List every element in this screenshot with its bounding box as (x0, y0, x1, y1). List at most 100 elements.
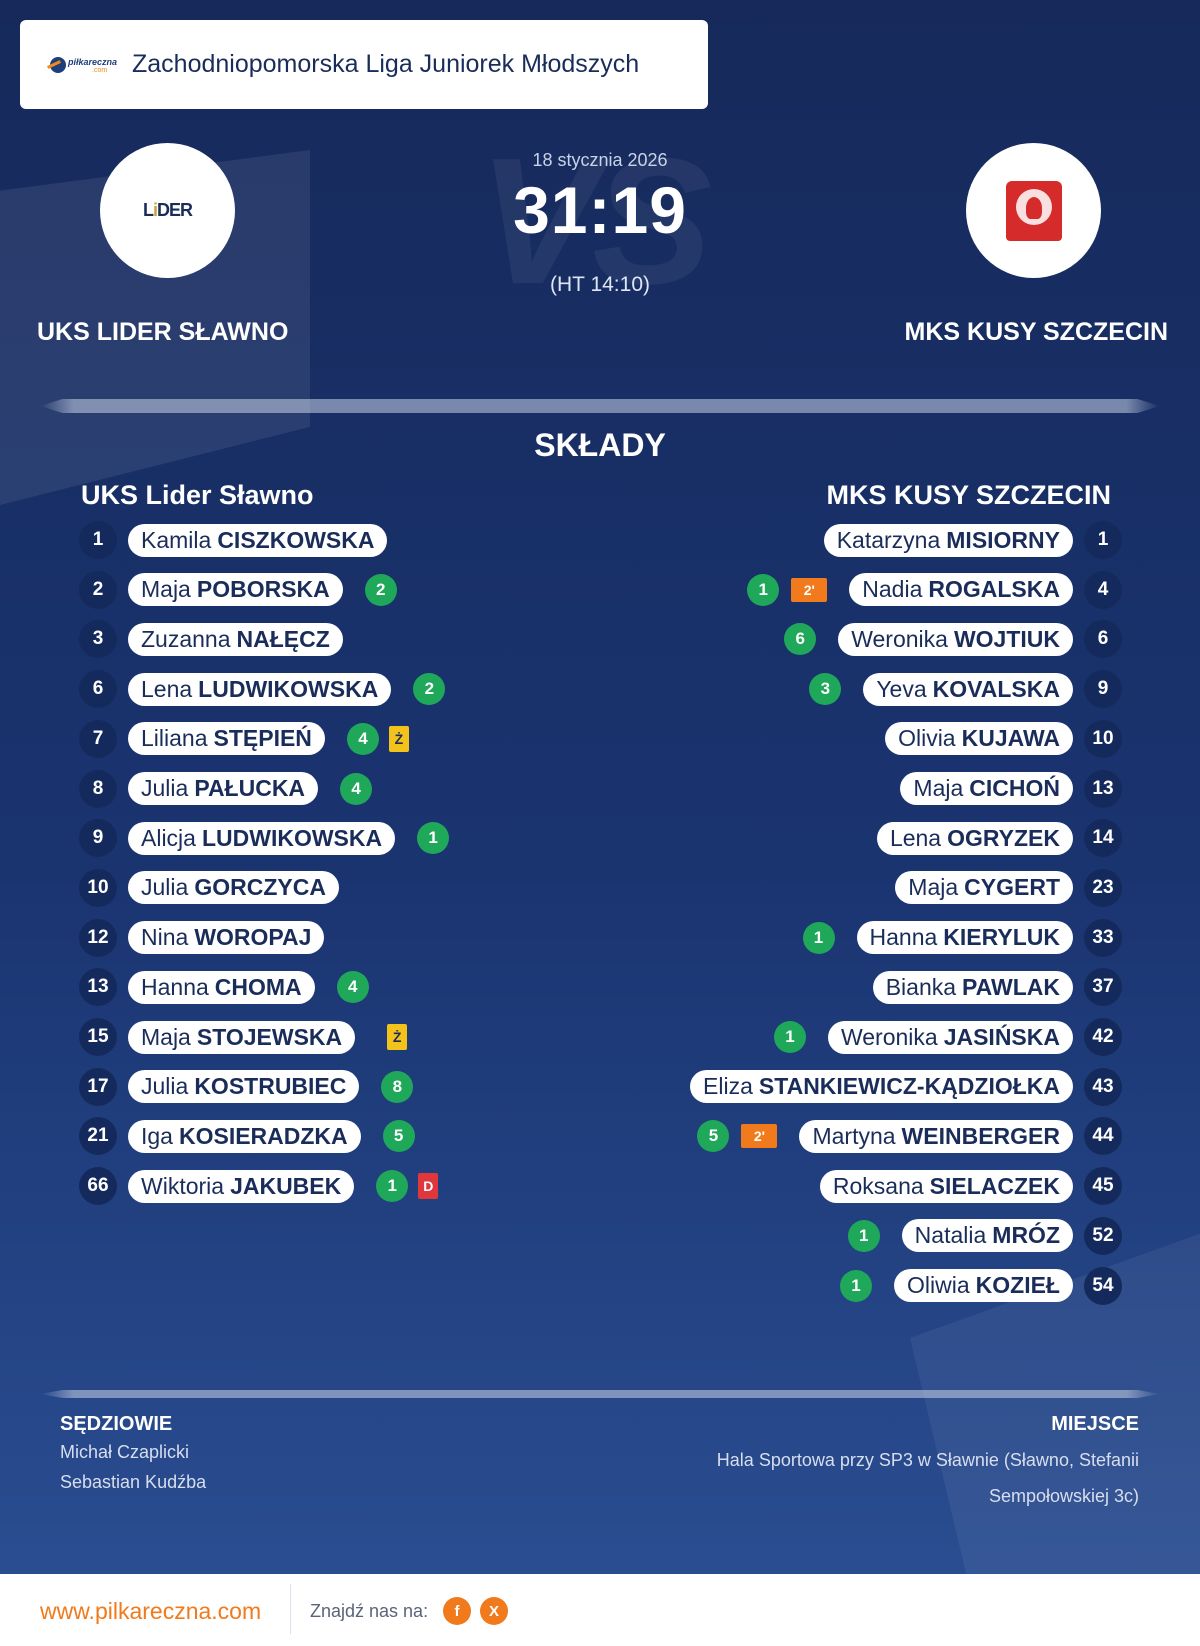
player-last-name: PAŁUCKA (194, 775, 306, 801)
player-row[interactable]: 13 Hanna CHOMA 4 (79, 968, 369, 1007)
player-stats: 6 (784, 623, 817, 656)
player-name: Martyna WEINBERGER (799, 1119, 1073, 1153)
player-row[interactable]: 52 Natalia MRÓZ 1 (847, 1216, 1122, 1255)
player-row[interactable]: 1 Kamila CISZKOWSKA (79, 521, 409, 559)
player-row[interactable]: 23 Maja CYGERT (873, 868, 1122, 907)
player-name: Kamila CISZKOWSKA (128, 523, 388, 557)
player-row[interactable]: 66 Wiktoria JAKUBEK 1 D (79, 1167, 439, 1206)
player-name: Weronika JASIŃSKA (827, 1020, 1073, 1054)
home-lineup-title: UKS Lider Sławno (81, 480, 314, 510)
player-name: Katarzyna MISIORNY (823, 523, 1073, 557)
player-name: Maja CYGERT (895, 871, 1073, 905)
player-last-name: STANKIEWICZ-KĄDZIOŁKA (758, 1073, 1060, 1100)
player-number: 10 (1084, 719, 1122, 758)
player-number: 8 (79, 769, 117, 808)
match-report: VS piłkareczna .com Zachodniopomorska Li… (0, 0, 1200, 1574)
player-number: 3 (79, 620, 117, 659)
player-row[interactable]: 45 Roksana SIELACZEK (798, 1167, 1122, 1206)
pilkareczna-logo[interactable]: piłkareczna .com (48, 50, 120, 80)
player-last-name: KOSTRUBIEC (194, 1073, 347, 1100)
goals-badge: 3 (809, 673, 842, 706)
player-row[interactable]: 10 Julia GORCZYCA (79, 868, 361, 907)
facebook-icon[interactable]: f (443, 1597, 471, 1625)
player-number: 14 (1084, 819, 1122, 858)
player-stats: 1 (773, 1021, 806, 1053)
player-row[interactable]: 6 Lena LUDWIKOWSKA 2 (79, 670, 446, 709)
ball-icon (50, 56, 66, 73)
player-last-name: OGRYZEK (947, 824, 1060, 851)
player-last-name: ROGALSKA (928, 576, 1060, 603)
player-last-name: KOVALSKA (932, 675, 1060, 702)
player-row[interactable]: 8 Julia PAŁUCKA 4 (79, 769, 373, 808)
player-number: 7 (79, 719, 117, 758)
player-row[interactable]: 6 Weronika WOJTIUK 6 (784, 620, 1122, 659)
player-row[interactable]: 7 Liliana STĘPIEŃ 4 Ż (79, 719, 409, 758)
player-first-name: Martyna (812, 1122, 896, 1149)
goals-badge: 5 (382, 1120, 415, 1153)
player-row[interactable]: 12 Nina WOROPAJ (79, 918, 346, 957)
player-first-name: Oliwia (907, 1272, 970, 1298)
player-stats: 2 (413, 673, 446, 706)
player-stats: 1 (847, 1219, 880, 1252)
player-row[interactable]: 2 Maja POBORSKA 2 (79, 570, 397, 609)
player-first-name: Weronika (840, 1023, 938, 1050)
player-row[interactable]: 54 Oliwia KOZIEŁ 1 (840, 1266, 1122, 1305)
player-row[interactable]: 21 Iga KOSIERADZKA 5 (79, 1117, 415, 1156)
player-name: Zuzanna NAŁĘCZ (128, 622, 343, 656)
player-name: Julia KOSTRUBIEC (128, 1070, 360, 1104)
player-stats: 2 (364, 573, 397, 606)
player-row[interactable]: 43 Eliza STANKIEWICZ-KĄDZIOŁKA (668, 1067, 1122, 1106)
footer-separator (290, 1584, 291, 1634)
find-us-label: Znajdź nas na: (310, 1601, 429, 1621)
venue-text: Hala Sportowa przy SP3 w Sławnie (Sławno… (716, 1450, 1139, 1506)
player-number: 13 (79, 968, 117, 1007)
player-row[interactable]: 17 Julia KOSTRUBIEC 8 (79, 1067, 414, 1106)
player-row[interactable]: 37 Bianka PAWLAK (851, 968, 1122, 1007)
player-row[interactable]: 3 Zuzanna NAŁĘCZ (79, 620, 365, 659)
league-name: Zachodniopomorska Liga Juniorek Młodszyc… (132, 50, 640, 78)
player-last-name: LUDWIKOWSKA (198, 675, 379, 702)
player-row[interactable]: 44 Martyna WEINBERGER 5 2' (697, 1117, 1122, 1156)
player-number: 4 (1084, 570, 1122, 609)
player-row[interactable]: 15 Maja STOJEWSKA Ż (79, 1018, 408, 1056)
player-name: Natalia MRÓZ (901, 1219, 1073, 1253)
away-lineup-title: MKS KUSY SZCZECIN (826, 480, 1111, 510)
goals-badge: 2 (364, 573, 397, 606)
x-icon[interactable]: X (480, 1597, 508, 1625)
player-first-name: Hanna (141, 973, 209, 1000)
player-last-name: KUJAWA (961, 725, 1060, 752)
player-name: Liliana STĘPIEŃ (128, 722, 325, 756)
player-stats: 5 2' (697, 1120, 778, 1153)
player-row[interactable]: 9 Alicja LUDWIKOWSKA 1 (79, 819, 450, 858)
player-name: Maja STOJEWSKA (128, 1020, 356, 1054)
player-row[interactable]: 33 Hanna KIERYLUK 1 (802, 918, 1122, 957)
referee-name: Sebastian Kudźba (60, 1472, 207, 1492)
goals-badge: 4 (346, 722, 379, 755)
player-first-name: Olivia (898, 725, 956, 752)
player-stats: 4 (336, 971, 369, 1004)
yellow-card-icon: Ż (387, 1024, 408, 1050)
player-name: Weronika WOJTIUK (838, 622, 1073, 656)
site-link[interactable]: www.pilkareczna.com (40, 1598, 262, 1624)
player-first-name: Liliana (141, 725, 208, 752)
player-last-name: MISIORNY (946, 526, 1060, 553)
red-card-icon: D (418, 1173, 439, 1200)
player-row[interactable]: 14 Lena OGRYZEK (855, 819, 1122, 858)
player-row[interactable]: 4 Nadia ROGALSKA 1 2' (747, 570, 1122, 609)
player-number: 6 (1084, 620, 1122, 659)
player-first-name: Julia (141, 1073, 189, 1100)
player-row[interactable]: 10 Olivia KUJAWA (863, 719, 1122, 758)
player-row[interactable]: 9 Yeva KOVALSKA 3 (809, 670, 1122, 709)
player-name: Iga KOSIERADZKA (128, 1119, 361, 1153)
player-name: Hanna KIERYLUK (856, 921, 1073, 955)
player-number: 33 (1084, 918, 1122, 957)
player-row[interactable]: 13 Maja CICHOŃ (878, 769, 1122, 808)
player-number: 54 (1084, 1266, 1122, 1305)
player-row[interactable]: 42 Weronika JASIŃSKA 1 (773, 1018, 1122, 1056)
player-number: 15 (79, 1018, 117, 1056)
player-first-name: Eliza (703, 1073, 753, 1100)
away-team-logo (966, 143, 1101, 278)
player-row[interactable]: 1 Katarzyna MISIORNY (802, 521, 1122, 559)
player-last-name: SIELACZEK (929, 1172, 1060, 1199)
